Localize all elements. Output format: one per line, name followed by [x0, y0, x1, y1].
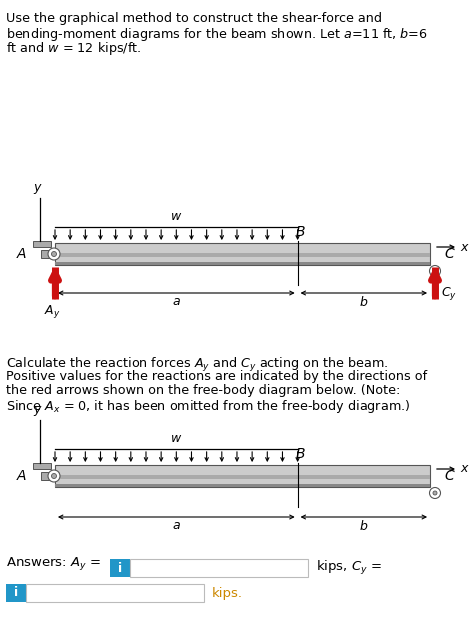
Text: $a$: $a$ [172, 519, 181, 532]
Text: $C_y$: $C_y$ [441, 285, 457, 302]
Text: $B$: $B$ [295, 447, 306, 461]
Bar [33, 241, 51, 247]
Text: Positive values for the reactions are indicated by the directions of: Positive values for the reactions are in… [6, 370, 427, 383]
Circle shape [429, 488, 440, 498]
Text: $y$: $y$ [33, 404, 43, 418]
Text: $A_y$: $A_y$ [44, 303, 60, 320]
Text: i: i [118, 562, 122, 574]
Text: $w$: $w$ [170, 432, 182, 445]
Text: $x$: $x$ [460, 240, 470, 254]
Text: $A$: $A$ [16, 469, 27, 483]
Circle shape [52, 252, 56, 256]
Text: bending-moment diagrams for the beam shown. Let $a$=11 ft, $b$=6: bending-moment diagrams for the beam sho… [6, 26, 428, 43]
Circle shape [433, 269, 437, 273]
Text: $B$: $B$ [295, 225, 306, 239]
Text: kips.: kips. [212, 587, 243, 600]
Bar [55, 475, 430, 479]
Circle shape [52, 473, 56, 478]
Circle shape [48, 470, 60, 482]
Bar [33, 463, 51, 469]
Text: the red arrows shown on the free-body diagram below. (Note:: the red arrows shown on the free-body di… [6, 384, 401, 397]
Text: $C$: $C$ [444, 247, 456, 261]
Text: $b$: $b$ [359, 295, 368, 309]
Circle shape [48, 248, 60, 260]
Text: ft and $w$ = 12 kips/ft.: ft and $w$ = 12 kips/ft. [6, 40, 141, 57]
Bar [41, 250, 55, 258]
Circle shape [433, 491, 437, 495]
Text: $y$: $y$ [33, 182, 43, 196]
Text: Calculate the reaction forces $A_y$ and $C_y$ acting on the beam.: Calculate the reaction forces $A_y$ and … [6, 356, 389, 374]
Text: i: i [14, 587, 18, 600]
FancyBboxPatch shape [110, 559, 130, 577]
Text: $a$: $a$ [172, 295, 181, 308]
Text: Since $A_x$ = 0, it has been omitted from the free-body diagram.): Since $A_x$ = 0, it has been omitted fro… [6, 398, 410, 415]
Text: $b$: $b$ [359, 519, 368, 533]
Text: Use the graphical method to construct the shear-force and: Use the graphical method to construct th… [6, 12, 382, 25]
Bar [55, 253, 430, 258]
FancyBboxPatch shape [130, 559, 308, 577]
Text: $w$: $w$ [170, 210, 182, 223]
Bar [55, 484, 430, 487]
Bar [41, 472, 55, 480]
Text: kips, $C_y$ =: kips, $C_y$ = [316, 559, 382, 577]
Bar [55, 243, 430, 265]
Text: Answers: $A_y$ =: Answers: $A_y$ = [6, 554, 102, 571]
Text: $x$: $x$ [460, 462, 470, 475]
Text: $A$: $A$ [16, 247, 27, 261]
Bar [55, 262, 430, 265]
Circle shape [429, 265, 440, 276]
Bar [55, 465, 430, 487]
FancyBboxPatch shape [26, 584, 204, 602]
FancyBboxPatch shape [6, 584, 26, 602]
Text: $C$: $C$ [444, 469, 456, 483]
